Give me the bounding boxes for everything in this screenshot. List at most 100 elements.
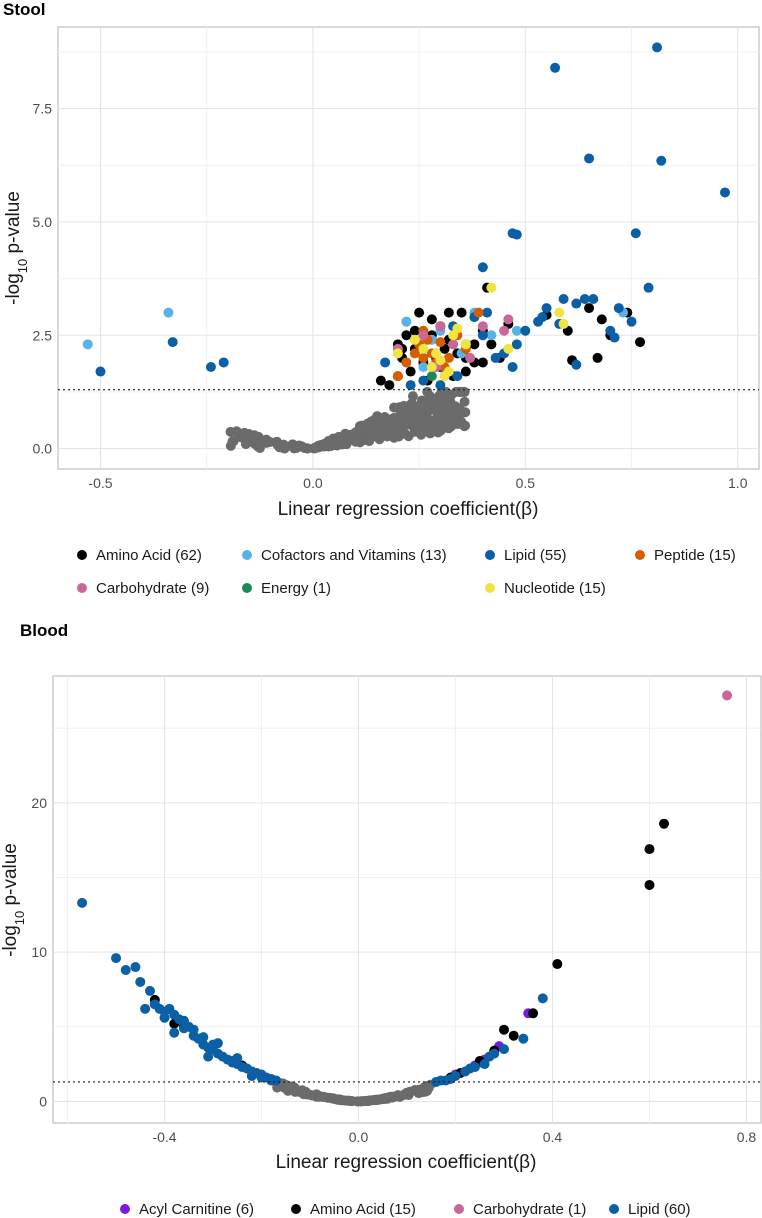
data-point: [435, 321, 446, 332]
data-point: [227, 1056, 238, 1067]
legend-swatch: [635, 550, 645, 560]
data-point: [443, 307, 454, 318]
legend-label: Lipid (60): [628, 1201, 691, 1218]
y-tick-label: 2.5: [33, 327, 53, 343]
y-tick-label: 10: [31, 944, 47, 960]
data-point: [435, 355, 446, 366]
nonsignificant-point: [294, 440, 305, 451]
data-point: [144, 985, 155, 996]
data-point: [541, 303, 552, 314]
data-point: [477, 262, 488, 273]
nonsignificant-point: [385, 415, 396, 426]
data-point: [499, 325, 510, 336]
data-point: [135, 976, 146, 987]
nonsignificant-point: [335, 1094, 346, 1105]
stool-x-axis-title: Linear regression coefficient(β): [278, 499, 539, 520]
data-point: [486, 339, 497, 350]
legend-swatch: [485, 583, 495, 593]
nonsignificant-point: [360, 1096, 371, 1107]
data-point: [375, 375, 386, 386]
legend-label: Energy (1): [261, 580, 331, 597]
legend-swatch: [454, 1204, 464, 1214]
data-point: [167, 337, 178, 348]
data-point: [579, 294, 590, 304]
nonsignificant-point: [395, 428, 406, 439]
data-point: [489, 1048, 500, 1059]
data-point: [460, 366, 471, 377]
data-point: [490, 352, 501, 363]
nonsignificant-point: [289, 1082, 300, 1093]
data-point: [486, 330, 497, 341]
data-point: [644, 879, 655, 890]
nonsignificant-point: [324, 1092, 335, 1103]
data-point: [659, 818, 670, 829]
nonsignificant-point: [402, 1088, 413, 1099]
legend-swatch: [120, 1204, 130, 1214]
legend-label: Amino Acid (15): [310, 1201, 416, 1218]
data-point: [409, 348, 420, 359]
data-point: [584, 153, 595, 164]
blood-data-points: [77, 690, 733, 1107]
data-point: [443, 352, 454, 363]
x-tick-label: 0.4: [543, 1129, 563, 1145]
data-point: [558, 294, 569, 304]
legend-swatch: [77, 550, 87, 560]
data-point: [120, 965, 131, 976]
data-point: [435, 380, 446, 391]
legend-swatch: [77, 583, 87, 593]
stool-plot-border: [57, 26, 760, 470]
data-point: [584, 303, 595, 314]
nonsignificant-point: [389, 402, 400, 413]
nonsignificant-point: [416, 429, 427, 440]
legend-label: Carbohydrate (1): [473, 1201, 586, 1218]
data-point: [537, 993, 548, 1004]
nonsignificant-point: [426, 417, 437, 428]
data-point: [722, 690, 733, 701]
data-point: [198, 1032, 209, 1043]
data-point: [465, 352, 476, 363]
data-point: [384, 380, 395, 391]
data-point: [554, 307, 565, 318]
data-point: [550, 62, 561, 73]
nonsignificant-point: [387, 1092, 398, 1103]
data-point: [130, 962, 141, 973]
data-point: [178, 1023, 189, 1034]
nonsignificant-point: [459, 396, 470, 407]
data-point: [571, 298, 582, 309]
data-point: [426, 362, 437, 372]
blood-y-axis-title: -log10 p-value: [0, 843, 27, 957]
nonsignificant-point: [401, 416, 412, 427]
nonsignificant-point: [422, 1085, 433, 1096]
nonsignificant-point: [227, 436, 238, 447]
data-point: [392, 348, 403, 359]
data-point: [218, 357, 229, 368]
x-tick-label: -0.4: [152, 1129, 176, 1145]
x-tick-label: 0.5: [516, 475, 536, 491]
data-point: [477, 357, 488, 368]
legend-swatch: [242, 583, 252, 593]
data-point: [435, 337, 446, 348]
data-point: [652, 42, 663, 53]
data-point: [392, 371, 403, 382]
y-tick-label: 0: [39, 1093, 47, 1109]
data-point: [205, 362, 216, 372]
y-tick-label: 20: [31, 795, 47, 811]
data-point: [552, 959, 563, 970]
x-tick-label: 0.0: [303, 475, 323, 491]
data-point: [448, 339, 459, 350]
data-point: [426, 371, 437, 382]
data-point: [477, 330, 488, 341]
nonsignificant-point: [410, 405, 421, 416]
data-point: [626, 316, 637, 327]
data-point: [503, 314, 514, 325]
nonsignificant-point: [301, 1087, 312, 1098]
nonsignificant-point: [409, 422, 420, 433]
nonsignificant-point: [411, 1086, 422, 1097]
data-point: [507, 362, 518, 372]
nonsignificant-point: [440, 408, 451, 419]
data-point: [613, 303, 624, 314]
nonsignificant-point: [369, 414, 380, 425]
data-point: [418, 330, 429, 341]
stool-y-axis-title: -log10 p-value: [3, 191, 30, 305]
